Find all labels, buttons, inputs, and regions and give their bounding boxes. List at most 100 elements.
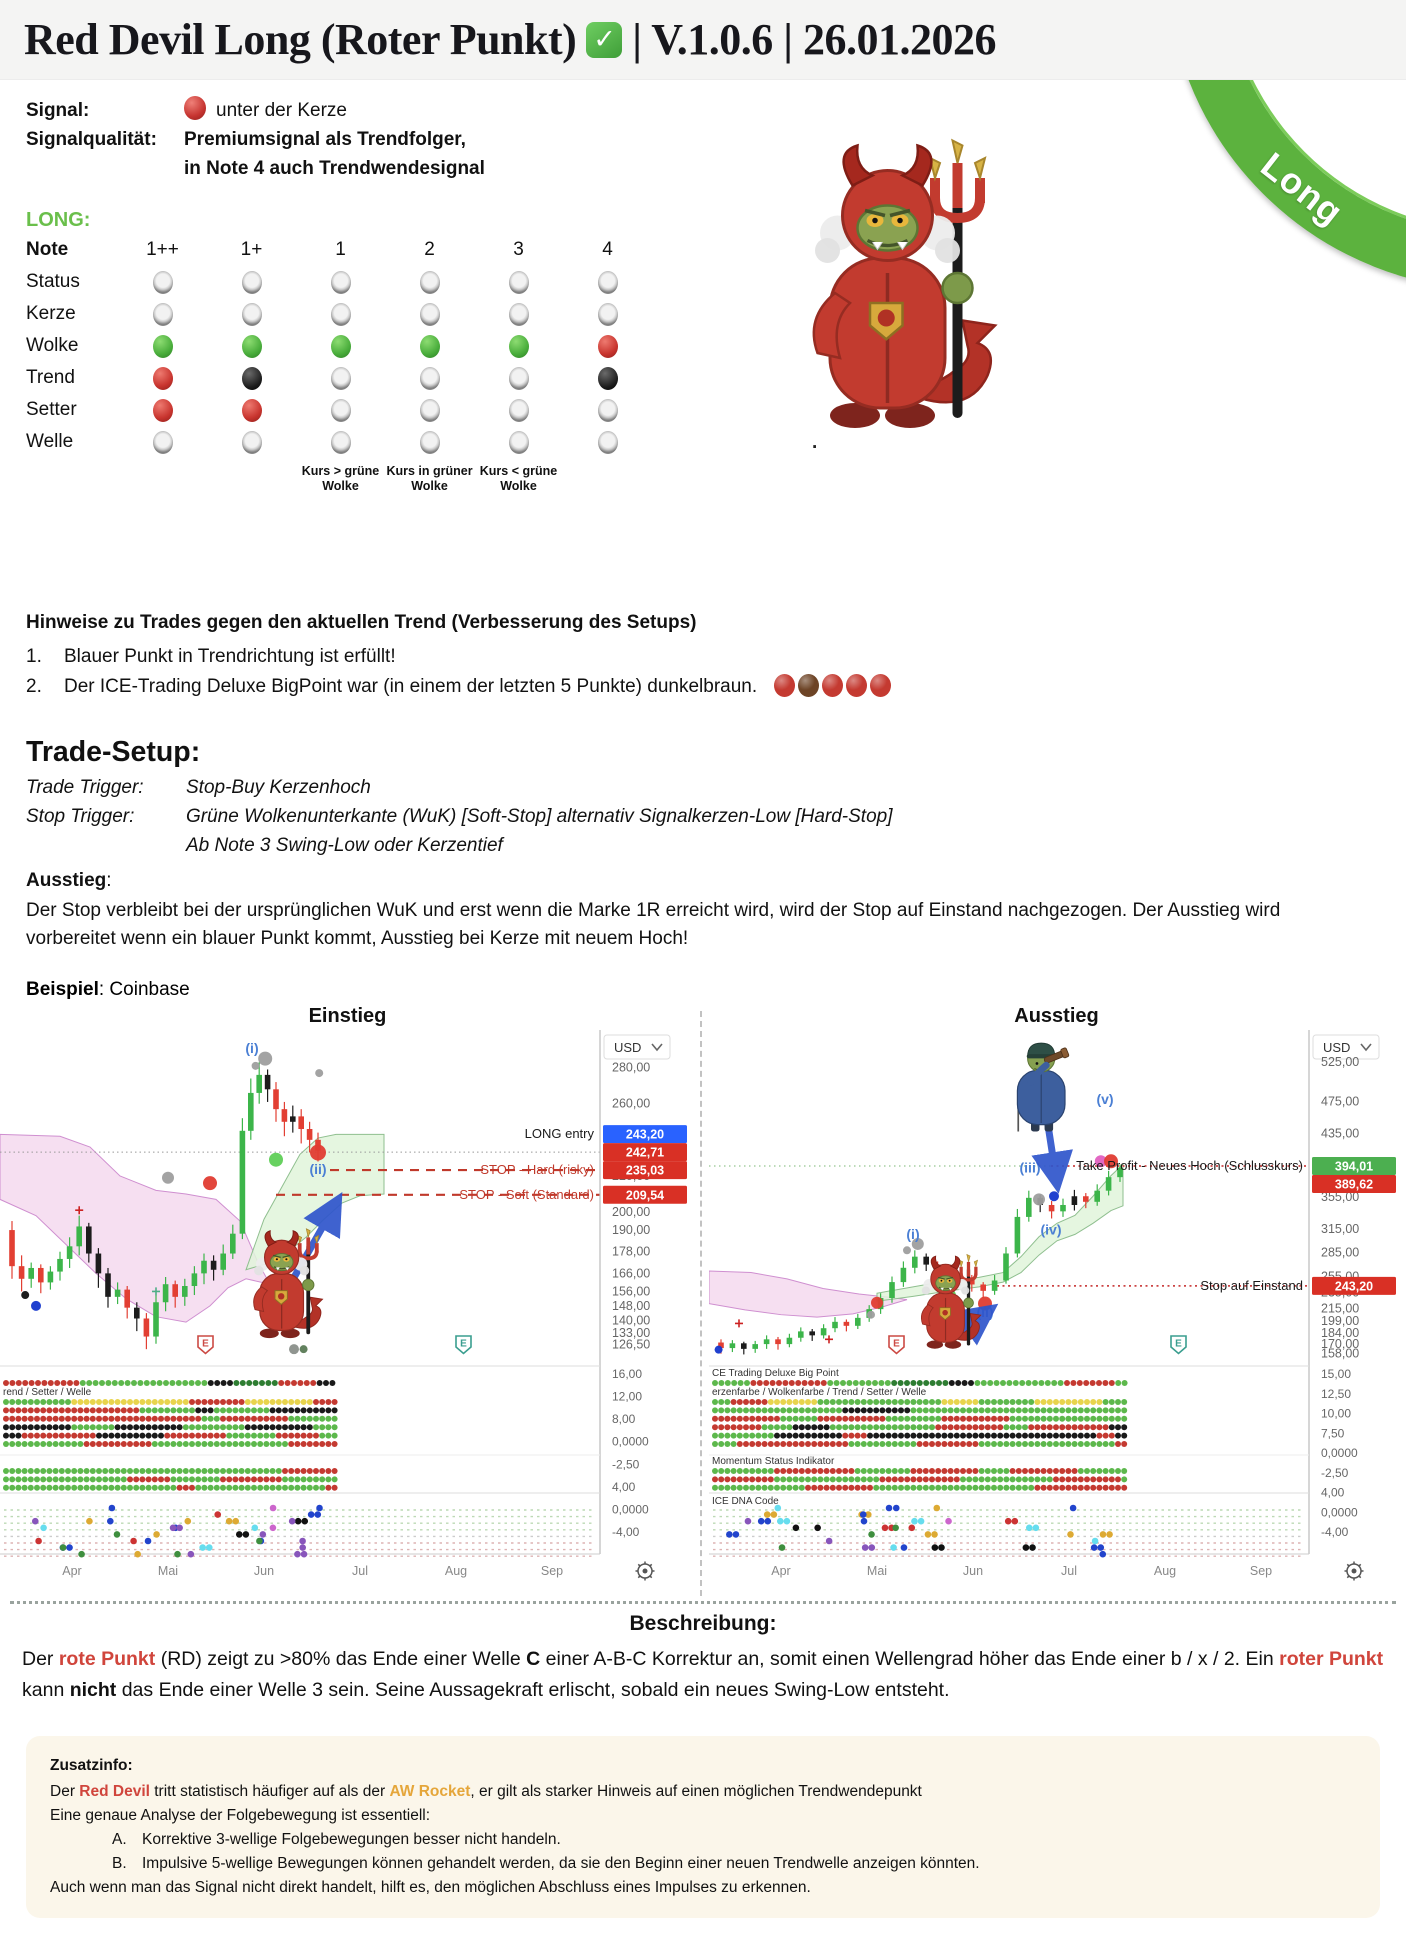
svg-text:Sep: Sep	[1250, 1564, 1272, 1578]
matrix-cell	[474, 270, 563, 294]
svg-text:-4,00: -4,00	[612, 1525, 640, 1539]
matrix-cell	[474, 430, 563, 454]
price-badge: 235,03 STOP - Hard (risky)	[480, 1161, 687, 1180]
price-badge: 394,01 Take Profit - Neues Hoch (Schlussk…	[1076, 1157, 1396, 1176]
matrix-dot-red	[152, 398, 173, 422]
chart-einstieg: Einstieg (i)(ii)EEUSD280,00260,00220,002…	[0, 1005, 695, 1595]
svg-text:Momentum Status Indikator: Momentum Status Indikator	[712, 1456, 835, 1467]
trade-setup-rows: Trade Trigger: Stop-Buy Kerzenhoch Stop Tr…	[26, 773, 1356, 860]
matrix-row-label-wolke: Wolke	[26, 335, 79, 356]
svg-text:E: E	[1175, 1339, 1182, 1350]
matrix-cell	[385, 334, 474, 358]
matrix-dot-neutral	[241, 430, 262, 454]
marker-dots	[21, 1051, 326, 1355]
matrix-cell	[207, 430, 296, 454]
svg-text:(iii): (iii)	[1020, 1159, 1041, 1175]
ausstieg-chart-canvas: (i)(ii)(iii)(iv)(v)EEUSD525,00475,00435,…	[708, 1030, 1396, 1581]
e-shield-icon: E	[455, 1335, 472, 1355]
matrix-dot-neutral	[241, 270, 262, 294]
svg-text:E: E	[893, 1339, 900, 1350]
signal-section: Signal: unter der Kerze Signalqualität: …	[26, 96, 1406, 183]
hinweise-item-1: 1. Blauer Punkt in Trendrichtung ist erf…	[26, 646, 396, 667]
svg-text:525,00: 525,00	[1321, 1055, 1359, 1069]
matrix-row-label-welle: Welle	[26, 431, 74, 452]
matrix-cell	[563, 270, 652, 294]
hinweis-dot	[822, 674, 844, 697]
matrix-note-header: Note	[26, 239, 69, 260]
matrix-note-3: 3	[513, 239, 524, 260]
svg-text:(i): (i)	[906, 1226, 919, 1242]
checkmark-icon: ✓	[586, 22, 623, 58]
matrix-cell	[118, 398, 207, 422]
svg-text:(iv): (iv)	[1041, 1221, 1062, 1237]
svg-text:158,00: 158,00	[1321, 1347, 1359, 1361]
matrix-cell	[563, 366, 652, 390]
price-badge: 243,20 Stop auf Einstand	[1200, 1276, 1396, 1295]
beschreibung-heading: Beschreibung:	[629, 1612, 777, 1635]
matrix-dot-green	[330, 334, 351, 358]
svg-text:USD: USD	[1323, 1040, 1350, 1055]
svg-text:STOP - Soft (Standard): STOP - Soft (Standard)	[459, 1187, 594, 1202]
ausstieg-heading: Ausstieg:	[26, 870, 112, 891]
svg-text:(v): (v)	[1096, 1091, 1113, 1107]
note-matrix: Note 1++ 1+ 1 2 3 4 Status Kerze Wolke Trend Setter…	[26, 234, 656, 458]
currency-dropdown[interactable]: USD	[603, 1034, 671, 1060]
matrix-cell	[118, 366, 207, 390]
svg-text:Sep: Sep	[541, 1564, 563, 1578]
matrix-cell	[207, 270, 296, 294]
svg-text:126,50: 126,50	[612, 1338, 650, 1352]
svg-text:Apr: Apr	[771, 1564, 790, 1578]
matrix-cell	[385, 270, 474, 294]
svg-text:8,00: 8,00	[612, 1412, 636, 1426]
svg-text:190,00: 190,00	[612, 1223, 650, 1237]
matrix-dot-neutral	[597, 270, 618, 294]
matrix-dot-red	[597, 334, 618, 358]
svg-text:178,00: 178,00	[612, 1245, 650, 1259]
currency-dropdown[interactable]: USD	[1312, 1034, 1380, 1060]
candles	[9, 1062, 321, 1350]
matrix-cell	[563, 430, 652, 454]
chart-ausstieg-title: Ausstieg	[1014, 1005, 1099, 1027]
price-badge: 209,54 STOP - Soft (Standard)	[459, 1185, 687, 1204]
red-signal-dot-icon	[184, 96, 206, 120]
trade-setup-heading: Trade-Setup:	[26, 736, 201, 768]
settings-gear-icon[interactable]	[635, 1561, 655, 1581]
svg-text:rend / Setter / Welle: rend / Setter / Welle	[3, 1387, 92, 1398]
svg-text:355,00: 355,00	[1321, 1190, 1359, 1204]
matrix-dot-neutral	[508, 398, 529, 422]
page-header: Red Devil Long (Roter Punkt) ✓ | V.1.0.6 |…	[0, 0, 1406, 80]
svg-text:erzenfarbe / Wolkenfarbe / Tre: erzenfarbe / Wolkenfarbe / Trend / Sette…	[712, 1387, 927, 1398]
matrix-dot-neutral	[330, 302, 351, 326]
svg-text:E: E	[460, 1339, 467, 1350]
red-devil-mascot-image	[770, 118, 1020, 448]
ausstieg-text: Der Stop verbleibt bei der ursprüngliche…	[26, 900, 1281, 949]
matrix-note-1++: 1++	[146, 239, 179, 260]
matrix-note-2: 2	[424, 239, 435, 260]
price-badge: 243,20 LONG entry	[525, 1125, 687, 1144]
hinweise-section: Hinweise zu Trades gegen den aktuellen T…	[26, 612, 1226, 702]
svg-text:133,00: 133,00	[612, 1326, 650, 1340]
zusatzinfo-item-a: A. Korrektive 3-wellige Folgebewegungen b…	[112, 1831, 561, 1848]
wave-labels: (i) (ii)	[245, 1040, 326, 1177]
svg-text:Aug: Aug	[445, 1564, 467, 1578]
svg-text:15,00: 15,00	[1321, 1367, 1351, 1381]
matrix-dot-neutral	[508, 430, 529, 454]
svg-text:Jun: Jun	[963, 1564, 983, 1578]
svg-text:12,50: 12,50	[1321, 1387, 1351, 1401]
signal-row: Signal: unter der Kerze	[26, 96, 1406, 125]
matrix-row-label-status: Status	[26, 271, 80, 292]
zusatzinfo-line2: Eine genaue Analyse der Folgebewegung is…	[50, 1807, 431, 1824]
svg-text:Jun: Jun	[254, 1564, 274, 1578]
matrix-cell	[474, 398, 563, 422]
svg-text:LONG entry: LONG entry	[525, 1126, 595, 1141]
matrix-cell	[385, 366, 474, 390]
chart-einstieg-title: Einstieg	[308, 1005, 387, 1027]
matrix-caption: Kurs > grüne Wolke	[301, 464, 380, 493]
price-badge: 242,71	[603, 1143, 687, 1162]
cloud-areas	[708, 1163, 1124, 1318]
settings-gear-icon[interactable]	[1344, 1561, 1364, 1581]
svg-text:280,00: 280,00	[612, 1061, 650, 1075]
price-badge: 389,62	[1312, 1175, 1396, 1194]
long-heading: LONG:	[26, 209, 91, 231]
